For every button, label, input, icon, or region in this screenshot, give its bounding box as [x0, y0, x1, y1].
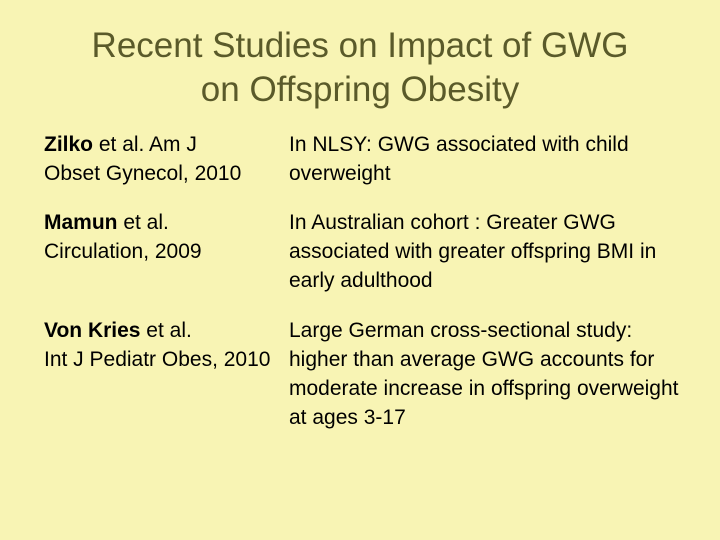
slide-title: Recent Studies on Impact of GWG on Offsp…	[0, 24, 720, 112]
slide-title-line-2: on Offspring Obesity	[200, 70, 520, 109]
slide-title-line-1: Recent Studies on Impact of GWG	[91, 26, 629, 65]
study-reference-rest: et al.	[140, 319, 192, 342]
study-finding: In NLSY: GWG associated with child overw…	[289, 133, 629, 185]
study-reference-line-2: Obset Gynecol, 2010	[44, 162, 242, 185]
study-reference-line-2: Int J Pediatr Obes, 2010	[44, 348, 271, 371]
study-author: Zilko	[44, 133, 94, 156]
study-author: Von Kries	[44, 319, 141, 342]
study-reference-line-2: Circulation, 2009	[44, 240, 202, 263]
study-reference: Von Kries et al. Int J Pediatr Obes, 201…	[44, 316, 284, 374]
study-finding: Large German cross-sectional study: high…	[289, 319, 679, 429]
study-reference-rest: et al.	[117, 211, 169, 234]
study-author: Mamun	[44, 211, 118, 234]
study-reference-line-1: Zilko et al. Am J	[44, 130, 284, 159]
study-reference-line-1: Mamun et al.	[44, 208, 284, 237]
study-reference: Zilko et al. Am J Obset Gynecol, 2010	[44, 130, 284, 188]
study-reference-line-1: Von Kries et al.	[44, 316, 284, 345]
study-reference: Mamun et al. Circulation, 2009	[44, 208, 284, 266]
study-finding: In Australian cohort : Greater GWG assoc…	[289, 211, 657, 292]
study-reference-rest: et al. Am J	[93, 133, 197, 156]
